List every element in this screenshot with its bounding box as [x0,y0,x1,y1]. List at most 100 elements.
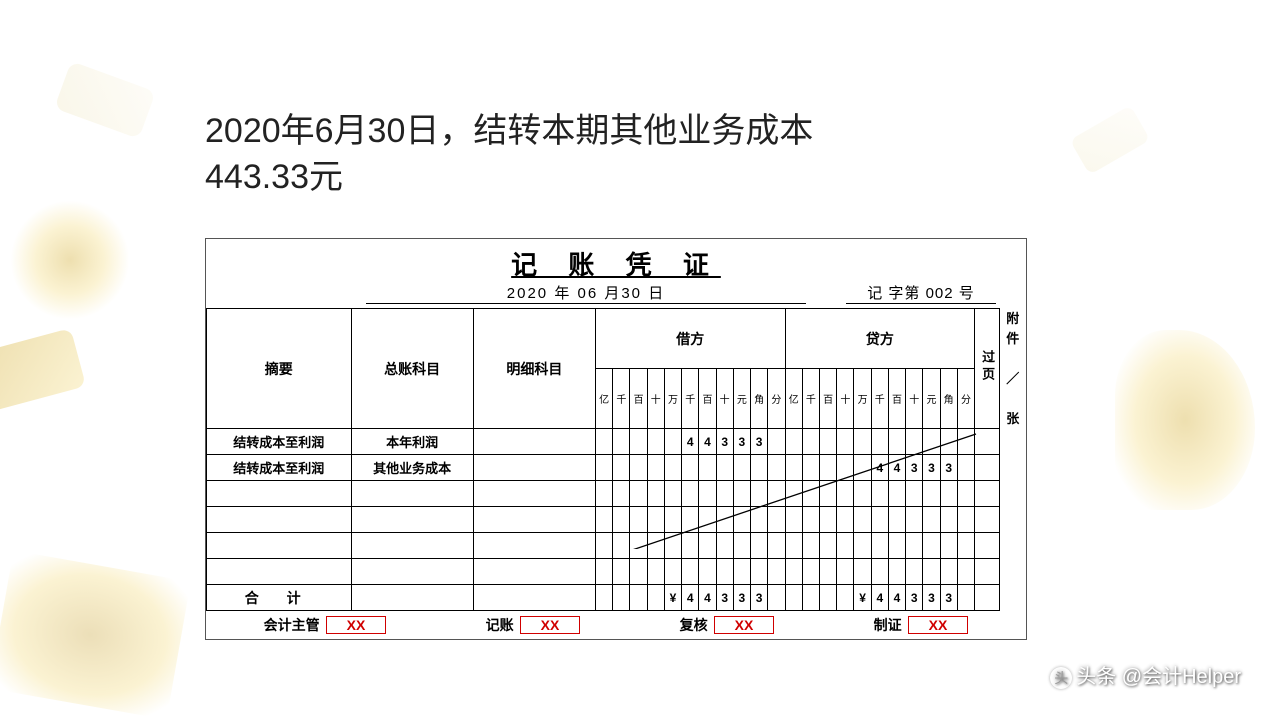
cell-credit [957,481,974,507]
cell-debit [682,533,699,559]
cell-debit [647,481,664,507]
cell-debit [664,481,681,507]
cell-credit [923,429,940,455]
cell-debit [716,507,733,533]
cell-credit [785,533,802,559]
cell-summary [207,559,352,585]
cell-credit [802,455,819,481]
voucher-date-row: 2020 年 06 月30 日 记 字第 002 号 [206,282,1026,308]
description-line-2: 443.33元 [205,154,813,200]
cell-credit [940,507,957,533]
header-unit-cell: 元 [733,369,750,429]
cell-debit: 3 [733,429,750,455]
footer-supervisor-value: XX [326,616,387,634]
total-credit-cell [837,585,854,611]
total-debit-cell: 4 [682,585,699,611]
cell-credit [940,481,957,507]
cell-debit [613,533,630,559]
cell-debit [613,559,630,585]
cell-credit [820,533,837,559]
cell-page [975,429,999,455]
cell-sub-account [473,455,595,481]
cell-debit [682,507,699,533]
cell-general-account: 本年利润 [351,429,473,455]
cell-debit [664,559,681,585]
cell-credit [837,533,854,559]
cell-debit [716,455,733,481]
cell-credit [906,559,923,585]
cell-debit [699,507,716,533]
cell-debit [664,455,681,481]
bg-decoration [54,61,156,139]
cell-credit [888,481,905,507]
cell-credit [923,481,940,507]
cell-credit [802,533,819,559]
cell-debit [630,507,647,533]
cell-credit [871,507,888,533]
cell-credit [854,559,871,585]
cell-credit [802,507,819,533]
cell-debit [768,559,785,585]
total-credit-cell [802,585,819,611]
total-credit-cell: 4 [871,585,888,611]
cell-credit: 4 [888,455,905,481]
cell-sub-account [473,507,595,533]
cell-summary: 结转成本至利润 [207,455,352,481]
total-credit-cell: 4 [888,585,905,611]
cell-credit [820,559,837,585]
cell-debit [647,533,664,559]
cell-credit [957,507,974,533]
cell-credit [871,429,888,455]
header-debit: 借方 [596,309,786,369]
cell-debit [596,559,613,585]
header-unit-cell: 百 [820,369,837,429]
cell-credit [802,559,819,585]
cell-credit [957,455,974,481]
total-credit-cell: 3 [923,585,940,611]
cell-summary: 结转成本至利润 [207,429,352,455]
cell-debit [768,481,785,507]
cell-credit [785,429,802,455]
bg-decoration [0,328,86,412]
total-credit-cell: 3 [940,585,957,611]
header-summary: 摘要 [207,309,352,429]
header-unit-cell: 百 [888,369,905,429]
cell-credit [820,507,837,533]
cell-credit [923,507,940,533]
cell-credit [888,507,905,533]
cell-general-account [351,481,473,507]
table-row [207,533,1027,559]
cell-general-account [351,533,473,559]
cell-general-account [351,559,473,585]
footer-bookkeeper-label: 记账 [486,615,514,635]
cell-debit [647,429,664,455]
footer-supervisor: 会计主管 XX [264,615,387,635]
cell-credit [837,481,854,507]
cell-credit [923,533,940,559]
header-unit-cell: 十 [837,369,854,429]
cell-credit: 3 [940,455,957,481]
cell-summary [207,507,352,533]
cell-debit [647,507,664,533]
cell-credit [854,533,871,559]
footer-supervisor-label: 会计主管 [264,615,320,635]
cell-debit [596,481,613,507]
cell-credit [957,533,974,559]
header-unit-cell: 元 [923,369,940,429]
header-unit-cell: 分 [957,369,974,429]
header-unit-cell: 角 [751,369,768,429]
cell-debit [630,481,647,507]
cell-credit [785,455,802,481]
voucher: 记 账 凭 证 2020 年 06 月30 日 记 字第 002 号 摘要 总账… [205,238,1027,640]
cell-debit [630,559,647,585]
watermark: 头头条 @会计Helper [1050,660,1241,689]
header-page: 过页 [975,309,999,429]
footer-reviewer-label: 复核 [680,615,708,635]
cell-debit [596,533,613,559]
voucher-date: 2020 年 06 月30 日 [366,282,806,304]
total-page-cell [975,585,999,611]
cell-debit [733,455,750,481]
cell-credit [854,455,871,481]
cell-sub-account [473,533,595,559]
total-credit-cell: 3 [906,585,923,611]
